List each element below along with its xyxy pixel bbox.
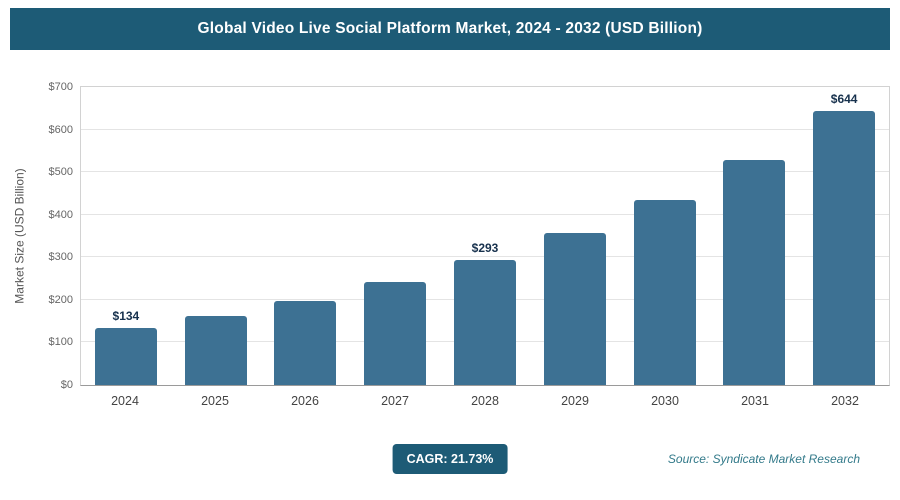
y-tick-label: $700 bbox=[48, 81, 73, 93]
bar-cell-2031 bbox=[709, 87, 799, 385]
bar-value-label: $293 bbox=[471, 241, 499, 256]
bars-container: $134 $293 $644 bbox=[81, 87, 889, 385]
x-axis-labels: 2024 2025 2026 2027 2028 2029 2030 2031 2032 bbox=[80, 386, 890, 416]
bar-2025 bbox=[184, 315, 247, 385]
bar-cell-2028: $293 bbox=[440, 87, 530, 385]
bar-2030 bbox=[633, 200, 696, 385]
source-credit: Source: Syndicate Market Research bbox=[667, 452, 860, 466]
y-tick-label: $0 bbox=[60, 379, 73, 391]
page: Global Video Live Social Platform Market… bbox=[0, 8, 900, 500]
gridline bbox=[81, 256, 889, 258]
bar-cell-2026 bbox=[261, 87, 351, 385]
y-tick-label: $300 bbox=[48, 251, 73, 264]
bar-2032 bbox=[813, 110, 876, 385]
chart-title-bar: Global Video Live Social Platform Market… bbox=[10, 8, 890, 50]
bar-2029 bbox=[543, 233, 606, 385]
y-axis-title: Market Size (USD Billion) bbox=[13, 168, 27, 304]
x-axis-label: 2031 bbox=[741, 394, 769, 408]
x-axis-label: 2025 bbox=[201, 394, 229, 408]
y-tick-label: $500 bbox=[48, 166, 73, 179]
bar-2024 bbox=[94, 327, 157, 385]
y-axis-title-wrap: Market Size (USD Billion) bbox=[10, 86, 30, 386]
y-tick-label: $200 bbox=[48, 293, 73, 306]
bar-value-label: $134 bbox=[112, 308, 140, 323]
bar-cell-2024: $134 bbox=[81, 87, 171, 385]
bar-2028 bbox=[454, 260, 517, 385]
x-axis-label: 2030 bbox=[651, 394, 679, 408]
cagr-badge: CAGR: 21.73% bbox=[392, 444, 508, 474]
chart: Market Size (USD Billion) $0 $100 $200 $300… bbox=[10, 81, 890, 416]
gridline bbox=[81, 171, 889, 173]
bar-2026 bbox=[274, 300, 337, 385]
y-tick-label: $400 bbox=[48, 208, 73, 221]
gridline bbox=[81, 213, 889, 215]
plot-area: $0 $100 $200 $300 $400 $500 $600 $700 $134 $293 $… bbox=[49, 81, 890, 391]
x-axis-label: 2024 bbox=[111, 394, 139, 408]
bar-cell-2032: $644 bbox=[799, 87, 889, 385]
bar-cell-2030 bbox=[620, 87, 710, 385]
chart-title: Global Video Live Social Platform Market… bbox=[197, 20, 703, 37]
bar-2027 bbox=[364, 281, 427, 385]
bar-cell-2025 bbox=[171, 87, 261, 385]
bar-cell-2027 bbox=[350, 87, 440, 385]
bar-cell-2029 bbox=[530, 87, 620, 385]
y-tick-label: $600 bbox=[48, 123, 73, 136]
x-axis-label: 2029 bbox=[561, 394, 589, 408]
bar-value-label: $644 bbox=[830, 91, 858, 106]
x-axis-label: 2027 bbox=[381, 394, 409, 408]
y-tick-label: $100 bbox=[48, 336, 73, 349]
x-axis-label: 2028 bbox=[471, 394, 499, 408]
bar-2031 bbox=[723, 159, 786, 385]
gridline bbox=[81, 128, 889, 130]
x-axis-label: 2032 bbox=[831, 394, 859, 408]
x-axis-label: 2026 bbox=[291, 394, 319, 408]
footer: CAGR: 21.73% Source: Syndicate Market Re… bbox=[10, 444, 890, 474]
